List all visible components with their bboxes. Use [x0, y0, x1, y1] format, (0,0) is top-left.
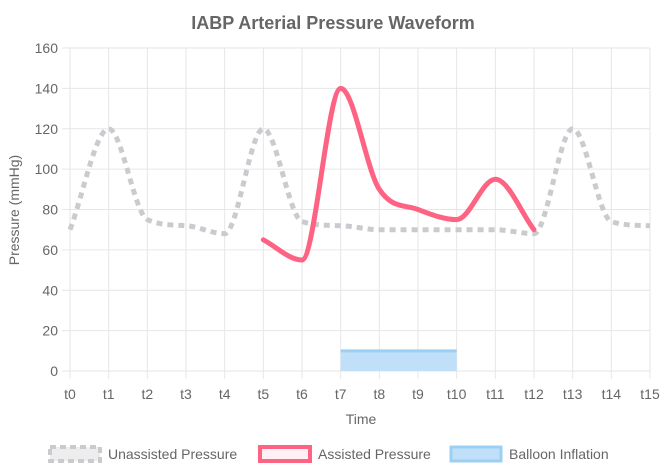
legend: Unassisted Pressure Assisted Pressure Ball… — [48, 445, 609, 463]
x-tick-label: t0 — [64, 386, 76, 402]
legend-balloon-item: Balloon Inflation — [449, 445, 609, 463]
y-tick-label: 80 — [42, 202, 58, 218]
x-tick-label: t6 — [296, 386, 308, 402]
x-tick-label: t7 — [335, 386, 347, 402]
x-tick-label: t2 — [141, 386, 153, 402]
y-tick-label: 0 — [50, 363, 58, 379]
legend-assisted-item: Assisted Pressure — [258, 445, 431, 463]
y-tick-label: 100 — [35, 161, 59, 177]
y-axis-ticks: 0 20 40 60 80 100 120 140 160 — [35, 40, 59, 379]
x-axis-ticks: t0 t1 t2 t3 t4 t5 t6 t7 t8 t9 t10 t11 t12 t13 t14 t15 — [64, 386, 660, 402]
y-tick-label: 120 — [35, 121, 59, 137]
grid-lines — [62, 47, 651, 379]
legend-assisted-label: Assisted Pressure — [318, 446, 431, 462]
y-tick-label: 40 — [42, 282, 58, 298]
x-tick-label: t4 — [219, 386, 231, 402]
x-tick-label: t13 — [563, 386, 583, 402]
y-axis-label: Pressure (mmHg) — [6, 155, 22, 265]
assisted-pressure-line — [260, 85, 537, 263]
x-tick-label: t11 — [486, 386, 505, 402]
legend-balloon-label: Balloon Inflation — [509, 446, 609, 462]
x-tick-label: t10 — [447, 386, 467, 402]
legend-balloon-swatch — [449, 445, 503, 463]
x-tick-label: t9 — [412, 386, 424, 402]
legend-assisted-swatch — [258, 445, 312, 463]
balloon-inflation-fill — [340, 350, 457, 371]
balloon-inflation-area — [340, 349, 457, 371]
y-tick-label: 20 — [42, 323, 58, 339]
y-tick-label: 160 — [35, 40, 59, 56]
legend-unassisted-label: Unassisted Pressure — [108, 446, 237, 462]
legend-unassisted-swatch — [48, 445, 102, 463]
y-tick-label: 60 — [42, 242, 58, 258]
chart-title: IABP Arterial Pressure Waveform — [191, 13, 474, 33]
x-tick-label: t8 — [373, 386, 385, 402]
series-lines — [67, 85, 651, 263]
x-tick-label: t5 — [257, 386, 269, 402]
x-tick-label: t1 — [103, 386, 115, 402]
x-tick-label: t12 — [524, 386, 544, 402]
x-tick-label: t3 — [180, 386, 192, 402]
unassisted-pressure-line — [67, 126, 651, 237]
x-axis-label: Time — [346, 411, 377, 427]
x-tick-label: t15 — [640, 386, 660, 402]
y-tick-label: 140 — [35, 80, 59, 96]
legend-unassisted-item: Unassisted Pressure — [48, 445, 237, 463]
x-tick-label: t14 — [602, 386, 622, 402]
